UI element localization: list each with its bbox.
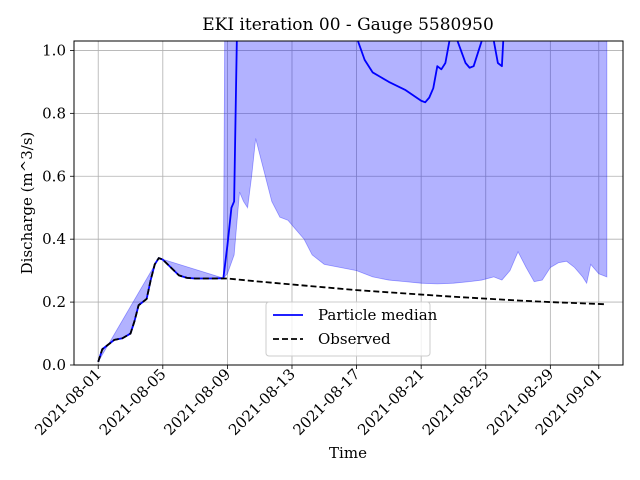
y-tick-label: 1.0: [42, 41, 66, 59]
legend-label-median: Particle median: [318, 306, 438, 324]
legend-label-observed: Observed: [318, 330, 391, 348]
x-axis-label: Time: [329, 444, 367, 462]
y-tick-label: 0.0: [42, 356, 66, 374]
y-axis-label: Discharge (m^3/s): [18, 132, 36, 275]
chart-title: EKI iteration 00 - Gauge 5580950: [202, 15, 494, 35]
y-tick-label: 0.6: [42, 167, 66, 185]
series-observed-line: [97, 257, 607, 363]
y-tick-label: 0.4: [42, 230, 66, 248]
series-median-line: [456, 41, 483, 69]
series-median-line: [492, 41, 505, 68]
plot-frame: [73, 40, 624, 366]
series-median-line: [357, 41, 451, 104]
legend: Particle median Observed: [265, 301, 438, 357]
y-tick-label: 0.2: [42, 293, 66, 311]
y-tick-label: 0.8: [42, 104, 66, 122]
series-lines: [97, 41, 607, 363]
legend-box: [265, 301, 431, 357]
